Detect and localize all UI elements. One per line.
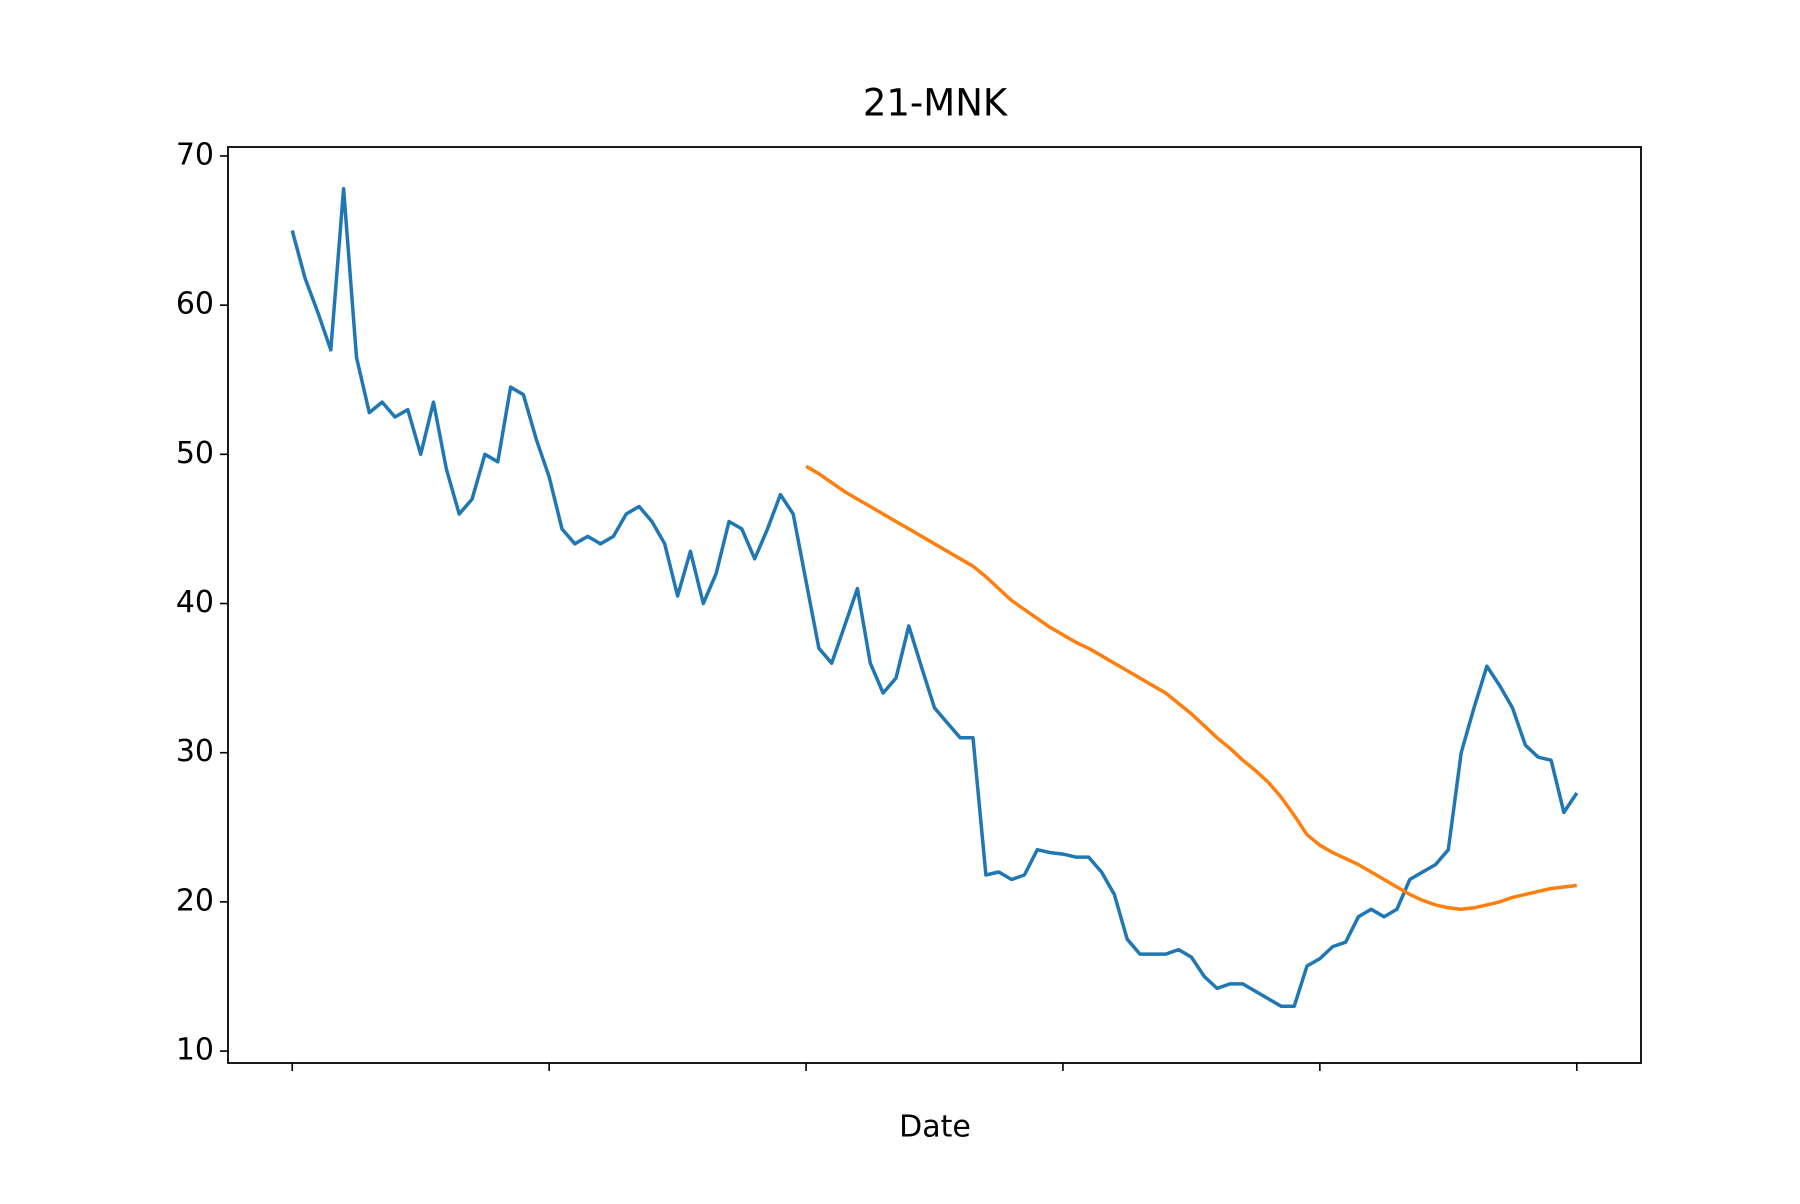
series-line (805, 464, 1578, 912)
y-tick-label: 70 (176, 137, 214, 172)
y-tick-label: 10 (176, 1033, 214, 1068)
y-tick-label: 40 (176, 585, 214, 620)
y-tick-label: 30 (176, 734, 214, 769)
chart-title: 21-MNK (863, 82, 1009, 125)
x-axis-label: Date (899, 1110, 971, 1145)
y-tick-label: 20 (176, 883, 214, 918)
series-line (290, 187, 1579, 1009)
y-tick-label: 50 (176, 436, 214, 471)
plot-frame (227, 146, 1642, 1064)
y-tick-label: 60 (176, 287, 214, 322)
